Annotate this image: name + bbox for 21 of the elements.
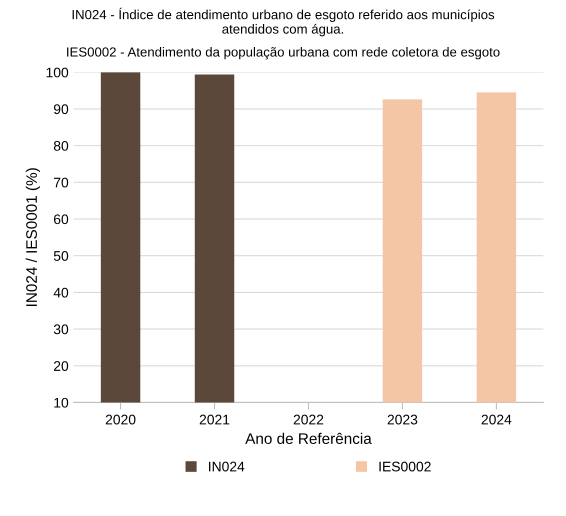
y-tick-label: 80 bbox=[54, 140, 68, 151]
y-tick-label: 40 bbox=[54, 288, 68, 298]
chart-subtitle: IES0002 - Atendimento da população urbana com rede coletora de esgoto bbox=[67, 46, 500, 60]
legend-label: IN024 bbox=[209, 462, 244, 472]
y-tick-label: 10 bbox=[54, 398, 68, 408]
y-tick-label: 100 bbox=[46, 68, 68, 78]
x-tick-label: 2024 bbox=[482, 414, 512, 424]
chart-title: IN024 - Índice de atendimento urbano de esgoto referido aos municípios atendidos com água. bbox=[72, 8, 494, 36]
y-axis-title: IN024 / IES0001 (%) bbox=[26, 168, 40, 306]
y-tick-label: 90 bbox=[54, 104, 68, 114]
legend-label: IES0002 bbox=[379, 462, 431, 472]
x-tick-label: 2022 bbox=[294, 414, 324, 424]
y-tick-label: 50 bbox=[54, 251, 68, 261]
x-tick-label: 2020 bbox=[106, 414, 136, 424]
y-tick-label: 70 bbox=[54, 178, 68, 188]
x-axis-title: Ano de Referência bbox=[245, 432, 372, 444]
x-tick-label: 2021 bbox=[200, 414, 230, 424]
y-tick-label: 20 bbox=[54, 361, 68, 371]
y-tick-label: 30 bbox=[54, 324, 68, 334]
y-tick-label: 60 bbox=[54, 214, 68, 224]
x-tick-label: 2023 bbox=[388, 414, 418, 424]
